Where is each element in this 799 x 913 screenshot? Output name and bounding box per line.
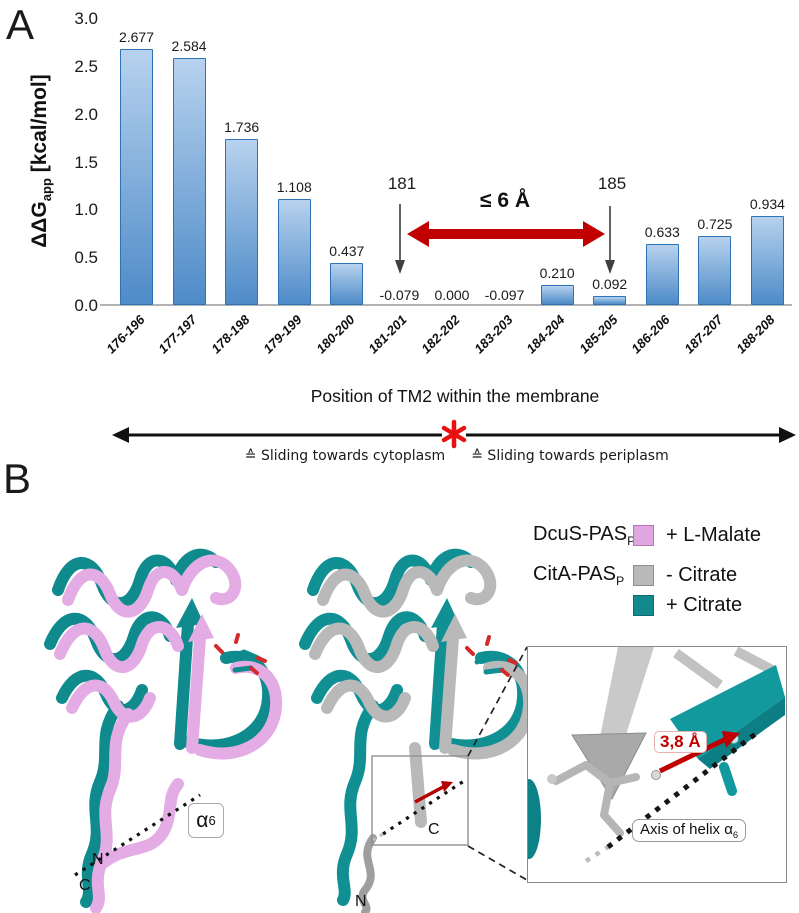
legend-swatch-teal: [633, 594, 654, 616]
bar: [750, 215, 784, 305]
y-tick-label: 3.0: [74, 9, 98, 28]
x-tick-label: 177-197: [155, 312, 200, 357]
bar: [698, 235, 732, 305]
bar-value-label: 0.633: [644, 224, 680, 241]
panel-b-label: B: [3, 455, 32, 502]
legend-protein-cita-sub: P: [615, 573, 625, 588]
y-tick-label: 0.0: [74, 296, 98, 315]
legend-protein-dcus-sub: P: [627, 533, 636, 548]
down-arrow-icon-181: [395, 204, 405, 274]
bar-value-label: 0.934: [749, 195, 785, 212]
legend-swatch-pink: [633, 524, 654, 546]
bar-value-label: 0.092: [592, 276, 628, 293]
red-asterisk-icon: [441, 419, 467, 449]
left-structure-n-terminus-label: N: [92, 851, 104, 868]
x-axis-line: [100, 304, 792, 306]
legend-state-lmalate: + L-Malate: [666, 523, 762, 546]
bar: [593, 296, 627, 305]
x-tick-label: 179-199: [260, 312, 305, 357]
legend-state-apo-citrate: - Citrate: [666, 563, 738, 586]
bar: [172, 57, 206, 305]
bar-value-label: 2.677: [118, 28, 155, 45]
x-tick-label: 184-204: [523, 312, 568, 357]
footer-label-cytoplasm: ≙ Sliding towards cytoplasm: [244, 448, 446, 464]
alpha6-label-text: α: [196, 808, 209, 832]
y-axis-label-main: ΔΔG: [28, 201, 51, 248]
y-tick-label: 2.5: [74, 56, 98, 76]
mid-structure-c-terminus-label: C: [428, 821, 440, 838]
inset-axis-label-text: Axis of helix α: [640, 821, 733, 838]
bar: [330, 263, 364, 305]
legend-row-cita-holo: + Citrate: [533, 592, 742, 618]
mid-structure-n-terminus-label: N: [355, 893, 367, 910]
legend-state-plus-citrate: + Citrate: [666, 593, 743, 616]
bar-value-label: 0.210: [539, 264, 575, 281]
sliding-direction-arrow-icon: [112, 427, 796, 443]
legend-row-cita-apo: CitA-PASP - Citrate: [533, 562, 737, 588]
legend-protein-cita-text: CitA-PAS: [533, 562, 616, 585]
x-tick-label: 183-203: [470, 312, 516, 357]
x-tick-label: 185-205: [575, 312, 621, 357]
bar-value-label: 2.584: [171, 37, 207, 54]
x-tick-label: 176-196: [102, 312, 148, 357]
legend-protein-dcus-text: DcuS-PAS: [533, 522, 628, 545]
bar: [645, 244, 679, 305]
annotation-residue-181: 181: [387, 174, 417, 193]
inset-axis-of-helix-label: Axis of helix α6: [632, 819, 747, 842]
y-axis-label-sub: app: [39, 178, 55, 202]
y-tick-label: 1.5: [74, 152, 98, 172]
panel-a-label: A: [6, 1, 35, 48]
x-tick-label: 188-208: [733, 312, 779, 357]
inset-zoom-box: 3,8 Å Axis of helix α6: [517, 646, 787, 883]
x-tick-label: 178-198: [207, 312, 253, 357]
x-tick-label: 186-206: [628, 312, 673, 357]
bar: [120, 48, 153, 305]
inset-distance-label: 3,8 Å: [654, 731, 707, 753]
bar-value-label: 0.000: [434, 287, 470, 303]
legend-swatch-gray: [633, 564, 654, 586]
bar: [277, 199, 311, 305]
distance-annotation: ≤ 6 Å: [479, 189, 531, 212]
bar-value-label: -0.079: [379, 287, 420, 303]
red-double-arrow-icon: [407, 221, 605, 247]
plot-area: 2.677 2.584 1.736 1.108 0.437 -0.079 0.000 -0.0…: [105, 18, 789, 305]
left-structure-c-terminus-label: C: [79, 877, 91, 894]
inset-axis-label-sub: 6: [732, 830, 739, 840]
inset-structure-illustration: [517, 646, 785, 863]
y-tick-label: 0.5: [74, 248, 98, 268]
structure-overlay-dcus-cita-illustration: [44, 548, 283, 913]
bar-value-label: -0.097: [484, 287, 525, 303]
bar: [540, 284, 574, 305]
x-tick-label: 182-202: [418, 312, 463, 357]
y-tick-label: 2.0: [74, 104, 98, 124]
bar-value-label: 1.736: [224, 118, 260, 135]
legend-protein-dcus: DcuS-PASP: [533, 522, 636, 548]
annotation-residue-185: 185: [597, 174, 627, 193]
y-axis-ticks: 3.0 2.5 2.0 1.5 1.0 0.5 0.0: [58, 9, 98, 315]
x-axis-title: Position of TM2 within the membrane: [310, 386, 600, 406]
x-axis-ticks: 176-196 177-197 178-198 179-199 180-200 181-2…: [103, 312, 789, 382]
y-tick-label: 1.0: [74, 200, 98, 220]
x-tick-label: 180-200: [313, 312, 358, 357]
legend-row-dcus: DcuS-PASP + L-Malate: [533, 522, 761, 548]
bar-value-label: 0.725: [697, 215, 733, 232]
legend-protein-cita: CitA-PASP: [533, 563, 633, 588]
y-axis-label-unit: [kcal/mol]: [28, 74, 51, 179]
y-axis-label: ΔΔGapp [kcal/mol]: [28, 36, 54, 286]
inset-connector-lines: [467, 646, 528, 881]
down-arrow-icon-185: [605, 206, 615, 274]
footer-label-periplasm: ≙ Sliding towards periplasm: [471, 448, 669, 464]
bar-value-label: 1.108: [276, 179, 312, 196]
alpha6-label-sub: 6: [208, 813, 216, 828]
bar: [225, 138, 259, 305]
x-tick-label: 187-207: [681, 312, 726, 357]
x-tick-label: 181-201: [365, 312, 410, 357]
bar-value-label: 0.437: [329, 243, 365, 260]
